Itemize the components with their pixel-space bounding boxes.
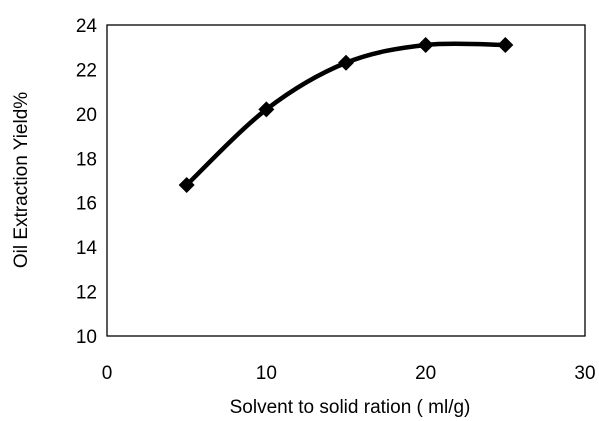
x-tick-label: 30	[574, 363, 595, 384]
y-tick-label: 14	[76, 238, 98, 259]
data-point-marker	[178, 176, 195, 193]
y-tick-label: 12	[76, 283, 97, 304]
x-tick-label: 20	[415, 363, 436, 384]
data-point-marker	[497, 36, 514, 53]
y-tick-label: 24	[76, 16, 98, 37]
y-tick-label: 18	[76, 149, 97, 170]
data-point-marker	[258, 101, 275, 118]
data-point-marker	[338, 54, 354, 71]
series-markers	[178, 36, 514, 193]
plot-area	[106, 24, 586, 337]
data-point-marker	[417, 36, 434, 53]
y-axis-ticks: 10 12 14 16 18 20 22 24	[76, 16, 98, 348]
x-tick-label: 10	[256, 363, 277, 384]
y-tick-label: 10	[76, 327, 97, 348]
y-tick-label: 22	[76, 60, 97, 81]
y-axis-title: Oil Extraction Yield%	[11, 92, 32, 268]
y-tick-label: 16	[76, 194, 97, 215]
x-axis-title: Solvent to solid ration ( ml/g)	[230, 397, 471, 418]
x-tick-label: 0	[102, 363, 113, 384]
x-axis-ticks: 0 10 20 30	[102, 363, 596, 384]
y-tick-label: 20	[76, 105, 97, 126]
